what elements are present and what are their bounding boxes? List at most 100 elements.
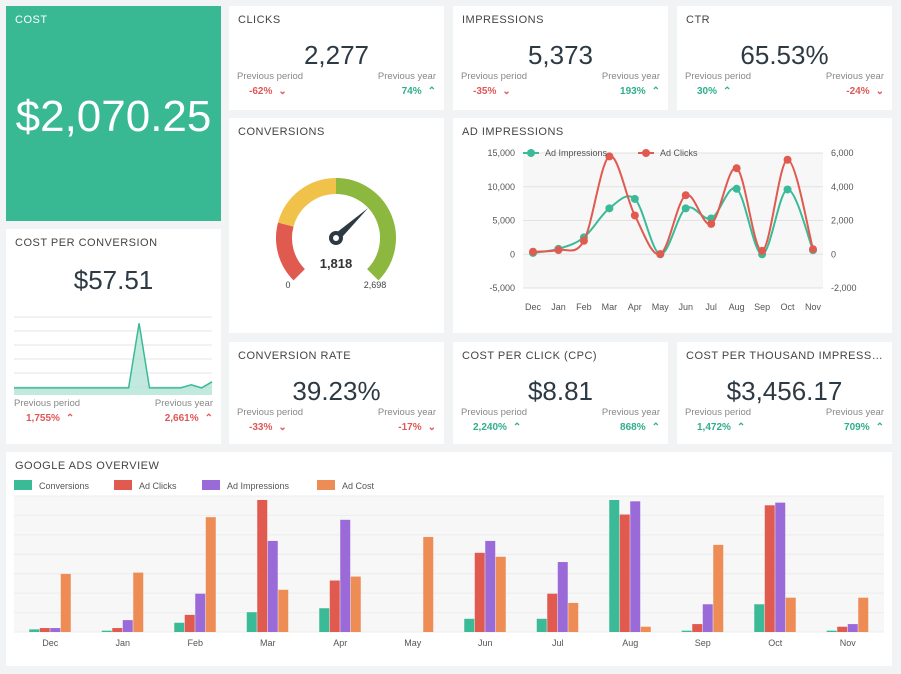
y-right-tick: -2,000	[831, 283, 857, 293]
data-point	[783, 155, 792, 164]
kpi-prev-label: Previous period	[685, 71, 752, 82]
sparkline-area	[14, 323, 212, 395]
gauge-min: 0	[285, 280, 290, 290]
kpi-year-value: 193%	[620, 86, 646, 97]
x-tick: Mar	[602, 302, 618, 312]
bar	[101, 630, 112, 632]
bar	[775, 502, 786, 632]
cpconv-title: COST PER CONVERSION	[15, 237, 158, 249]
x-tick: Aug	[622, 638, 638, 648]
bar	[547, 593, 558, 632]
conversions-gauge: 1,818 0 2,698	[276, 178, 396, 290]
gauge-value: 1,818	[320, 256, 353, 271]
ad-impressions-card: AD IMPRESSIONS 15,000 10,000 5,000 0 -5,000 6…	[453, 118, 892, 333]
kpi-prev-change: -62% ⌄	[249, 86, 287, 97]
bar	[122, 620, 133, 632]
y-right-tick: 4,000	[831, 182, 854, 192]
bar	[267, 540, 278, 632]
gauge-max: 2,698	[364, 280, 387, 290]
sparkline-line	[14, 323, 213, 389]
bar	[536, 618, 547, 632]
bar	[557, 562, 568, 632]
legend-swatch	[202, 480, 220, 490]
kpi-year-change: 74% ⌃	[402, 86, 436, 97]
kpi-year-change: 709% ⌃	[844, 422, 884, 433]
chevron-down-icon: ⌄	[875, 86, 884, 97]
cpc-card: COST PER CLICK (CPC) $8.81 Previous peri…	[453, 342, 668, 444]
kpi-year-value: 868%	[620, 422, 646, 433]
x-tick: Oct	[768, 638, 783, 648]
kpi-year-change: 868% ⌃	[620, 422, 660, 433]
x-tick: Dec	[42, 638, 59, 648]
bar	[826, 630, 837, 632]
bar	[692, 624, 703, 632]
bar	[681, 630, 692, 632]
bar	[858, 597, 869, 632]
legend-label: Ad Impressions	[227, 481, 290, 491]
cpconv-prev-label: Previous period	[14, 398, 81, 409]
gauge-segment	[335, 178, 396, 281]
kpi-title: COST PER CLICK (CPC)	[462, 350, 598, 362]
kpi-title: IMPRESSIONS	[462, 14, 544, 26]
bar	[640, 626, 651, 632]
ad-impressions-title: AD IMPRESSIONS	[462, 126, 564, 138]
chevron-up-icon: ⌃	[736, 422, 746, 433]
kpi-prev-value: -35%	[473, 86, 497, 97]
bar	[630, 501, 641, 632]
kpi-year-label: Previous year	[377, 407, 436, 418]
gauge-hub-center	[333, 235, 339, 241]
cpconv-prev-value: 1,755% ⌃	[26, 413, 74, 424]
chevron-up-icon: ⌃	[204, 413, 213, 424]
bar	[464, 618, 475, 632]
cpconv-prev-text: 1,755%	[26, 413, 60, 424]
kpi-value: 2,277	[303, 40, 370, 70]
kpi-value: $3,456.17	[726, 376, 843, 406]
chevron-down-icon: ⌄	[278, 422, 287, 433]
legend-label: Ad Cost	[342, 481, 375, 491]
cost-value: $2,070.25	[15, 92, 212, 141]
kpi-year-change: -24% ⌄	[846, 86, 884, 97]
data-point	[809, 245, 817, 254]
bar	[319, 608, 330, 632]
bar	[50, 628, 61, 632]
chevron-down-icon: ⌄	[502, 86, 511, 97]
bar	[619, 514, 630, 632]
data-point	[605, 204, 614, 213]
legend-label: Ad Impressions	[545, 148, 608, 158]
legend-marker	[527, 149, 535, 157]
kpi-year-value: -17%	[398, 422, 422, 433]
kpi-prev-change: 2,240% ⌃	[473, 422, 521, 433]
legend-swatch	[14, 480, 32, 490]
kpi-title: CTR	[686, 14, 711, 26]
data-point	[732, 184, 741, 193]
kpi-prev-label: Previous period	[237, 71, 304, 82]
x-tick: Jan	[551, 302, 566, 312]
bar	[39, 628, 50, 632]
chevron-up-icon: ⌃	[427, 86, 436, 97]
x-tick: Sep	[754, 302, 770, 312]
x-tick: Aug	[729, 302, 745, 312]
x-tick: Jul	[705, 302, 717, 312]
kpi-prev-change: -35% ⌄	[473, 86, 511, 97]
cost-per-conversion-card: COST PER CONVERSION $57.51 Previous peri…	[6, 229, 221, 444]
y-left-tick: 15,000	[487, 148, 515, 158]
data-point	[707, 219, 716, 228]
cost-card: COST $2,070.25	[6, 6, 221, 221]
kpi-value: 39.23%	[292, 376, 381, 406]
data-point	[529, 247, 537, 256]
kpi-title: COST PER THOUSAND IMPRESSIO...	[686, 350, 884, 362]
conversion-rate-card: CONVERSION RATE 39.23% Previous period P…	[229, 342, 444, 444]
impressions-card: IMPRESSIONS 5,373 Previous period Previo…	[453, 6, 668, 110]
bar	[713, 544, 724, 632]
data-point	[554, 246, 563, 255]
data-point	[681, 204, 690, 213]
x-tick: May	[404, 638, 422, 648]
x-tick: May	[652, 302, 670, 312]
data-point	[758, 246, 767, 255]
chevron-up-icon: ⌃	[512, 422, 522, 433]
data-point	[656, 250, 665, 259]
kpi-prev-value: 2,240%	[473, 422, 507, 433]
kpi-prev-value: -62%	[249, 86, 273, 97]
chevron-up-icon: ⌃	[723, 86, 732, 97]
bar	[29, 629, 40, 632]
